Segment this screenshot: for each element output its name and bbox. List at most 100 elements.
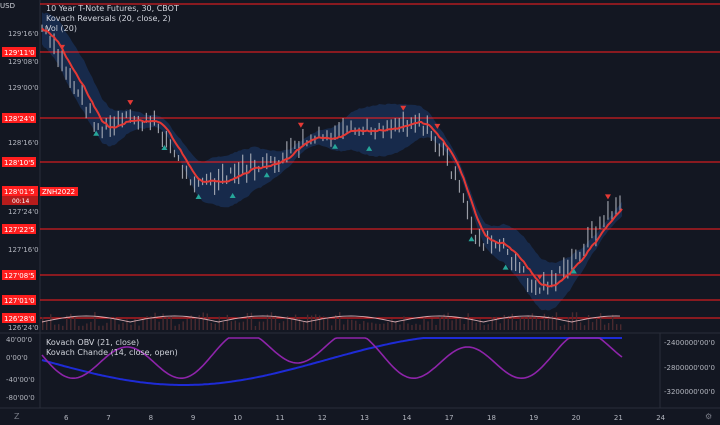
indicator-kovach-obv[interactable]: Kovach OBV (21, close) (46, 338, 140, 347)
volume-bar (206, 313, 208, 330)
volume-bar (74, 316, 76, 330)
volume-bar (583, 325, 586, 330)
volume-bar (310, 315, 313, 330)
oscillator-left-axis-label: -80'00'0 (6, 394, 35, 402)
volume-bar (158, 321, 160, 330)
volume-bar (367, 322, 369, 330)
oscillator-right-axis-label: -3200000'00'0 (664, 388, 715, 396)
level-price-tag[interactable] (2, 313, 36, 323)
volume-bar (339, 312, 341, 330)
indicator-kovach-reversals[interactable]: Kovach Reversals (20, close, 2) (46, 14, 171, 23)
volume-bar (230, 321, 233, 330)
level-price-label: 127'22'5 (4, 226, 35, 234)
level-price-tag[interactable] (2, 113, 36, 123)
time-axis-label: 10 (233, 414, 242, 422)
volume-bar (523, 317, 526, 330)
indicator-volume[interactable]: Vol (20) (46, 24, 77, 33)
settings-gear-icon[interactable]: ⚙ (705, 412, 713, 421)
symbol-title: 10 Year T-Note Futures, 30, CBOT (46, 4, 179, 13)
volume-bar (519, 316, 522, 330)
oscillator-left-axis-label: 0'00'0 (6, 354, 28, 362)
volume-bar (567, 317, 570, 330)
volume-bar (106, 322, 108, 330)
time-axis-label: 6 (64, 414, 69, 422)
volume-bar (254, 325, 257, 330)
volume-bar (270, 312, 273, 330)
volume-bar (102, 325, 104, 330)
volume-bar (359, 323, 361, 330)
indicator-kovach-chande[interactable]: Kovach Chande (14, close, open) (46, 348, 178, 357)
volume-bar (595, 316, 598, 330)
level-price-tag[interactable] (2, 47, 36, 57)
timezone-icon[interactable]: Z (14, 412, 20, 421)
volume-bar (194, 317, 196, 330)
level-price-label: 129'11'0 (4, 49, 35, 57)
volume-bar (90, 321, 92, 330)
countdown-tag (2, 196, 38, 205)
price-axis-label: 129'08'0 (8, 58, 39, 66)
volume-bar (571, 312, 574, 330)
volume-bar (443, 314, 445, 330)
time-axis-label: 7 (106, 414, 110, 422)
volume-bar (170, 316, 172, 330)
volume-bar (463, 323, 465, 330)
level-price-tag[interactable] (2, 270, 36, 280)
volume-bar (411, 325, 413, 330)
volume-bar (555, 312, 558, 330)
volume-bar (218, 316, 221, 330)
volume-bar (242, 321, 245, 330)
currency-label[interactable]: USD (0, 2, 15, 10)
volume-bar (278, 323, 281, 330)
volume-bar (42, 317, 44, 330)
volume-bar (306, 314, 309, 330)
price-axis-label: 126'24'0 (8, 324, 39, 332)
volume-bar (591, 322, 594, 330)
volume-bar (154, 312, 156, 330)
sell-reversal-marker (536, 274, 543, 280)
volume-bar (347, 319, 349, 330)
volume-bar (603, 324, 606, 330)
volume-bar (599, 313, 602, 330)
volume-bar (66, 315, 68, 330)
buy-reversal-marker (366, 145, 373, 151)
volume-bar (46, 320, 48, 330)
volume-bar (82, 325, 84, 330)
volume-bar (415, 323, 417, 330)
volume-bar (54, 324, 56, 330)
volume-bar (435, 324, 437, 330)
oscillator-right-axis-label: -2800000'00'0 (664, 364, 715, 372)
volume-bar (298, 318, 301, 330)
volume-bar (423, 317, 425, 330)
volume-ma-line (41, 315, 621, 323)
volume-bar (527, 315, 530, 330)
time-axis-label: 19 (529, 414, 538, 422)
volume-bar (563, 324, 566, 330)
volume-bar (487, 324, 489, 330)
sell-reversal-marker (400, 105, 407, 111)
current-price-tag[interactable] (2, 186, 38, 196)
volume-bar (531, 313, 534, 330)
level-price-label: 128'10'5 (4, 159, 35, 167)
level-price-tag[interactable] (2, 295, 36, 305)
volume-bar (371, 322, 373, 330)
level-price-label: 126'28'0 (4, 315, 35, 323)
volume-bar (262, 321, 265, 330)
volume-bar (535, 315, 538, 330)
oscillator-left-axis-label: -40'00'0 (6, 376, 35, 384)
volume-bar (607, 323, 610, 330)
volume-bar (58, 324, 60, 330)
time-axis-label: 18 (487, 414, 496, 422)
volume-bar (162, 313, 164, 330)
volume-bar (471, 318, 473, 330)
sell-reversal-marker (604, 194, 611, 200)
volume-bar (467, 313, 469, 330)
buy-reversal-marker (229, 193, 236, 199)
level-price-tag[interactable] (2, 224, 36, 234)
volume-bar (130, 324, 132, 330)
symbol-tag-label: ZNH2022 (42, 188, 75, 196)
sell-reversal-marker (59, 44, 66, 50)
level-price-tag[interactable] (2, 157, 36, 167)
volume-bar (118, 324, 120, 330)
symbol-tag[interactable] (40, 187, 78, 196)
